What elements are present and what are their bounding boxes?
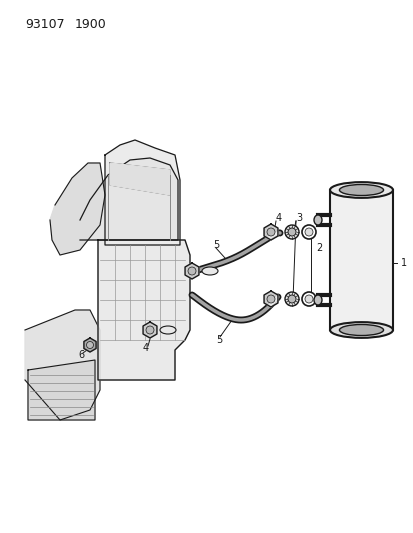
- Polygon shape: [50, 163, 105, 255]
- Bar: [329, 190, 392, 330]
- Circle shape: [304, 228, 312, 236]
- Circle shape: [304, 295, 312, 303]
- Polygon shape: [110, 163, 170, 195]
- Ellipse shape: [339, 325, 382, 335]
- Polygon shape: [185, 263, 199, 279]
- Ellipse shape: [159, 326, 176, 334]
- Polygon shape: [25, 310, 100, 420]
- Text: 4: 4: [275, 213, 281, 223]
- Polygon shape: [105, 140, 180, 245]
- Polygon shape: [80, 158, 178, 240]
- Text: 93107: 93107: [25, 18, 64, 31]
- Ellipse shape: [339, 184, 382, 196]
- Ellipse shape: [313, 215, 321, 225]
- Polygon shape: [98, 240, 190, 380]
- Circle shape: [86, 342, 93, 349]
- Polygon shape: [28, 360, 95, 420]
- Circle shape: [301, 292, 315, 306]
- Text: 5: 5: [216, 335, 222, 345]
- Ellipse shape: [329, 182, 392, 198]
- Ellipse shape: [202, 267, 218, 275]
- Polygon shape: [143, 322, 157, 338]
- Circle shape: [146, 326, 154, 334]
- Circle shape: [266, 228, 274, 236]
- Circle shape: [287, 228, 295, 236]
- Circle shape: [188, 267, 195, 275]
- Ellipse shape: [329, 322, 392, 338]
- Text: 6: 6: [78, 350, 84, 360]
- Ellipse shape: [313, 295, 321, 305]
- Circle shape: [284, 225, 298, 239]
- Circle shape: [266, 295, 274, 303]
- Polygon shape: [84, 338, 96, 352]
- Text: 3: 3: [295, 213, 301, 223]
- Polygon shape: [263, 224, 277, 240]
- Circle shape: [287, 295, 295, 303]
- Polygon shape: [263, 291, 277, 307]
- Text: 4: 4: [142, 343, 149, 353]
- Circle shape: [301, 225, 315, 239]
- Text: 2: 2: [315, 243, 321, 253]
- Text: 1: 1: [400, 258, 406, 268]
- Circle shape: [284, 292, 298, 306]
- Text: 5: 5: [212, 240, 219, 250]
- Text: 1900: 1900: [75, 18, 107, 31]
